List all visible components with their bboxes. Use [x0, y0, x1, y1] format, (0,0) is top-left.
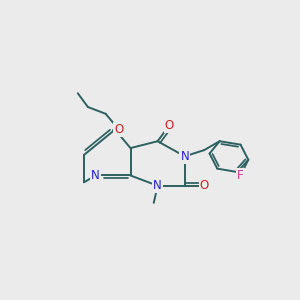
- Text: N: N: [91, 169, 100, 182]
- Text: N: N: [153, 179, 162, 192]
- Text: N: N: [180, 150, 189, 163]
- Text: O: O: [200, 179, 209, 192]
- Text: O: O: [165, 119, 174, 132]
- Text: F: F: [237, 169, 244, 182]
- Text: O: O: [114, 123, 124, 136]
